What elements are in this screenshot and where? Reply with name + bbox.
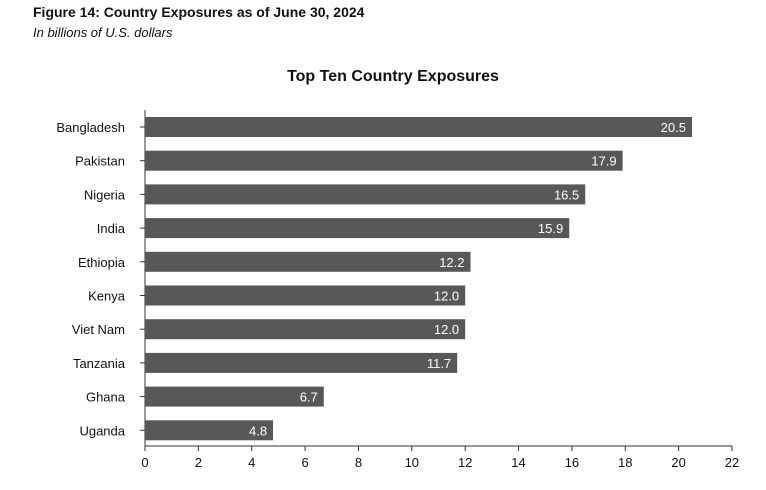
category-label: Pakistan (75, 154, 125, 169)
x-tick-label: 20 (671, 455, 685, 470)
bar (145, 218, 570, 239)
data-label: 6.7 (300, 390, 318, 405)
data-label: 11.7 (427, 356, 451, 371)
bar (145, 386, 324, 407)
data-label: 12.2 (439, 255, 464, 270)
bar (145, 319, 466, 340)
data-label: 12.0 (434, 322, 459, 337)
data-label: 12.0 (434, 289, 459, 304)
figure-subtitle: In billions of U.S. dollars (33, 25, 173, 40)
bar (145, 150, 623, 171)
data-label: 20.5 (661, 120, 686, 135)
figure-title: Figure 14: Country Exposures as of June … (33, 4, 365, 20)
x-tick-label: 22 (725, 455, 739, 470)
category-label: Bangladesh (56, 120, 125, 135)
data-label: 17.9 (591, 154, 616, 169)
x-tick-label: 14 (511, 455, 525, 470)
x-tick-label: 10 (405, 455, 419, 470)
category-label: India (97, 221, 126, 236)
category-label: Nigeria (84, 187, 126, 202)
category-label: Ghana (86, 390, 126, 405)
x-tick-label: 2 (195, 455, 202, 470)
x-tick-label: 8 (355, 455, 362, 470)
bar (145, 420, 274, 441)
x-tick-label: 18 (618, 455, 632, 470)
category-label: Kenya (88, 289, 126, 304)
x-tick-label: 12 (458, 455, 472, 470)
category-label: Tanzania (73, 356, 126, 371)
bar (145, 184, 586, 205)
x-tick-label: 0 (141, 455, 148, 470)
x-tick-label: 6 (301, 455, 308, 470)
data-label: 4.8 (249, 423, 267, 438)
x-tick-label: 4 (248, 455, 255, 470)
bar (145, 285, 466, 306)
bar (145, 352, 458, 373)
x-tick-label: 16 (565, 455, 579, 470)
data-label: 16.5 (554, 187, 579, 202)
bar (145, 117, 692, 137)
data-label: 15.9 (538, 221, 563, 236)
category-label: Viet Nam (72, 322, 125, 337)
bar (145, 251, 471, 272)
chart-title: Top Ten Country Exposures (287, 68, 499, 85)
category-label: Ethiopia (78, 255, 126, 270)
category-label: Uganda (79, 423, 125, 438)
